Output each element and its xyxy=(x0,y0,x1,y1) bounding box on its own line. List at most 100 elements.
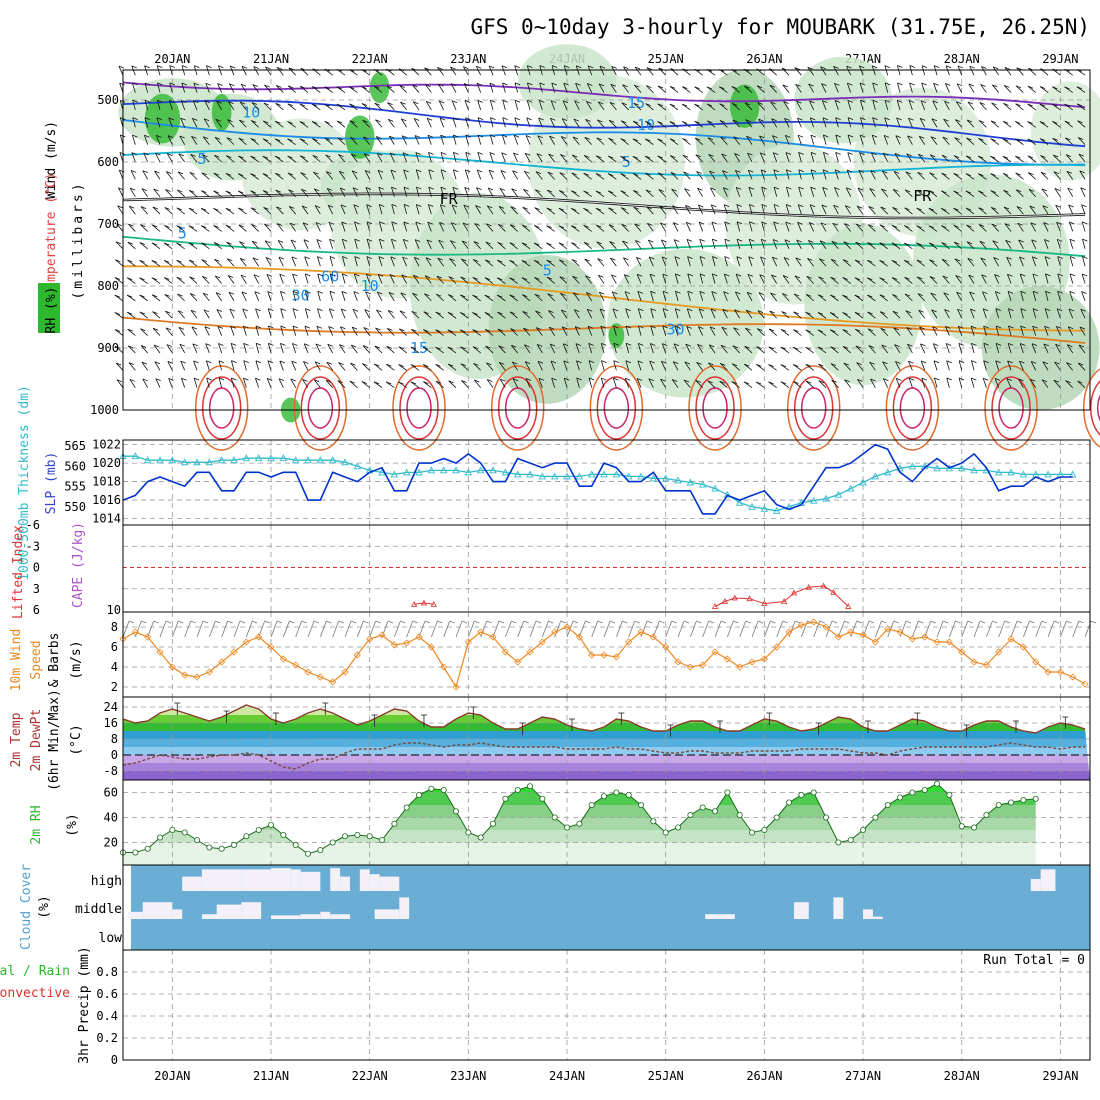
wind-barb-flag xyxy=(132,99,138,103)
wind-barb-10m xyxy=(739,620,747,638)
wind-barb xyxy=(819,240,827,250)
cloud-mid-bar xyxy=(320,911,331,919)
wind-barb xyxy=(447,363,457,371)
wind-barb-flag xyxy=(820,222,827,226)
lifted-index-marker xyxy=(830,588,837,595)
wind-barb xyxy=(202,292,210,302)
wind-barb-flag xyxy=(650,325,656,329)
wind-barb-flag xyxy=(805,329,811,333)
wind-barb-flag xyxy=(1020,290,1026,294)
wind-barb-flag xyxy=(1055,343,1061,347)
wind-barb-flag xyxy=(415,152,421,155)
wind-barb-10m-flag xyxy=(437,620,443,624)
wind-barb-flag xyxy=(891,242,898,246)
wind-barb-flag xyxy=(954,137,960,140)
wind-barb-flag xyxy=(304,256,310,260)
wind-barb-flag xyxy=(500,170,506,173)
wind-speed-marker xyxy=(797,621,805,629)
wind-speed-marker xyxy=(822,623,830,631)
wind-barb xyxy=(461,258,469,267)
wind-barb xyxy=(435,380,444,388)
wind-barb-flag xyxy=(965,207,972,211)
wind-barb-flag xyxy=(290,378,296,382)
wind-barb xyxy=(1081,291,1086,302)
wind-barb-flag xyxy=(439,221,445,225)
wind-barb-flag xyxy=(292,290,299,294)
wind-barb xyxy=(941,190,950,198)
wind-barb xyxy=(694,137,703,145)
wind-barb-flag xyxy=(558,207,565,211)
wind-barb xyxy=(461,240,469,250)
wind-barb xyxy=(477,117,482,128)
wind-barb xyxy=(499,378,506,388)
wind-barb-flag xyxy=(176,276,183,280)
wind-barb xyxy=(982,308,987,319)
wind-barb-flag xyxy=(353,204,359,208)
thickness-marker xyxy=(291,456,300,464)
wind-barb xyxy=(558,190,568,198)
wind-barb-flag xyxy=(189,276,195,280)
cloud-mid-bar xyxy=(300,914,321,919)
wind-barb xyxy=(251,224,259,232)
wind-barb xyxy=(560,309,568,319)
wind-barb xyxy=(574,100,580,111)
wind-barb-10m-flag xyxy=(585,620,591,624)
wind-barb xyxy=(596,241,605,250)
wind-barb-flag xyxy=(560,292,566,296)
wind-barb-flag xyxy=(364,170,371,173)
wind-barb xyxy=(597,101,605,111)
wind-barb xyxy=(1081,273,1086,284)
wind-barb-flag xyxy=(1052,103,1058,107)
wind-barb-flag xyxy=(957,308,963,312)
wind-barb xyxy=(276,223,284,232)
wind-barb-flag xyxy=(574,100,580,104)
wind-barb-flag xyxy=(706,103,713,107)
wind-barb xyxy=(793,311,802,319)
wind-barb-flag xyxy=(188,225,194,229)
wind-barb-flag xyxy=(423,346,429,350)
wind-barb-flag xyxy=(674,325,680,329)
wind-barb-flag xyxy=(292,343,298,346)
bottom-date-label: 23JAN xyxy=(450,1069,486,1083)
wind-barb xyxy=(225,224,235,232)
wind-barb xyxy=(227,119,235,128)
wind-barb xyxy=(464,187,469,197)
wind-barb-flag xyxy=(671,188,677,192)
wind-barb-flag xyxy=(637,273,643,277)
wind-barb-flag xyxy=(620,120,627,124)
wind-barb xyxy=(711,291,716,302)
wind-barb-flag xyxy=(1077,380,1083,384)
wind-barb xyxy=(1057,273,1061,284)
wind-barb xyxy=(990,190,999,198)
rh-marker xyxy=(440,787,447,794)
wind-barb-flag xyxy=(509,277,515,281)
wind-barb xyxy=(201,172,210,180)
precip-ylabel: Total / Rain Convective 3hr Precip (mm) … xyxy=(0,946,1085,1063)
wind-barb-flag xyxy=(781,311,787,314)
wind-barb xyxy=(699,273,704,284)
wind-barb xyxy=(265,66,272,76)
wind-barb-flag xyxy=(760,256,766,260)
wind-barb xyxy=(521,224,531,232)
wind-barb-flag xyxy=(177,310,184,314)
wind-barb xyxy=(400,101,407,111)
wind-barb xyxy=(266,274,272,284)
wind-barb xyxy=(682,86,691,93)
wind-barb-flag xyxy=(595,173,602,176)
wind-barb-flag xyxy=(165,189,171,192)
wind-barb-flag xyxy=(512,378,519,382)
thickness-marker xyxy=(180,458,189,466)
wind-speed-marker xyxy=(230,648,238,656)
wind-barb xyxy=(460,346,469,354)
wind-barb-10m xyxy=(184,620,192,638)
wind-barb xyxy=(1068,204,1074,215)
temp-contour-purple xyxy=(122,81,1086,109)
wind-barb-flag xyxy=(225,190,231,194)
wind-barb xyxy=(859,152,864,163)
wind-barb xyxy=(622,240,630,250)
wind-barb-flag xyxy=(946,360,952,364)
wind-barb xyxy=(731,103,740,111)
wind-barb-flag xyxy=(921,377,927,381)
wind-barb xyxy=(596,137,605,145)
wind-barb-flag xyxy=(969,65,975,69)
